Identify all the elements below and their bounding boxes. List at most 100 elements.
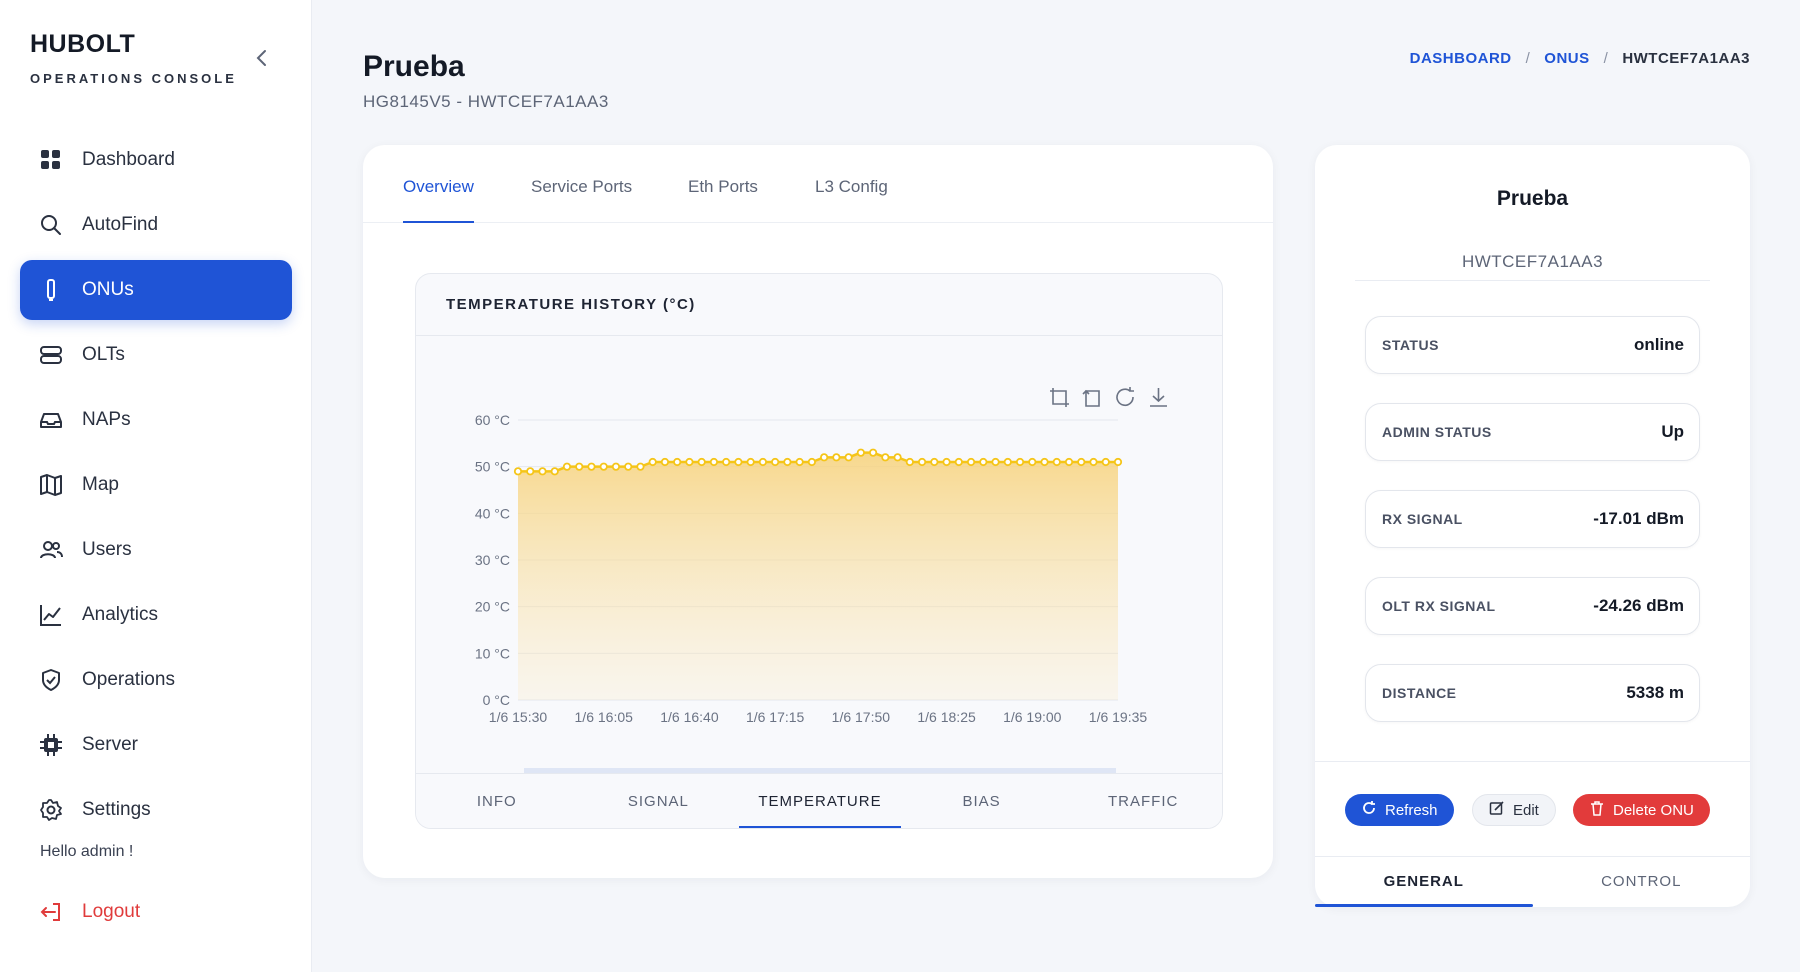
sidebar-item-operations[interactable]: Operations [20,650,292,710]
sidebar-item-map[interactable]: Map [20,455,292,515]
brand-subtitle: OPERATIONS CONSOLE [30,71,237,86]
sidebar: HUBOLT OPERATIONS CONSOLE Dashboard Auto… [0,0,312,972]
edit-button[interactable]: Edit [1472,794,1556,826]
server-stack-icon [38,342,64,368]
chevron-left-icon [256,50,266,66]
data-point [538,467,547,476]
sidebar-nav: Dashboard AutoFind ONUs OLTs NAPs Map Us… [20,130,292,845]
data-point [587,462,596,471]
data-point [966,457,976,467]
temperature-area [518,452,1118,700]
tab-bar: Overview Service Ports Eth Ports L3 Conf… [363,145,1273,223]
restore-icon[interactable] [1114,386,1137,409]
data-point [795,457,804,467]
y-tick-label: 0 °C [483,692,510,708]
data-point [942,457,951,467]
refresh-button[interactable]: Refresh [1345,794,1454,826]
data-point [954,457,963,467]
chart-title: TEMPERATURE HISTORY (°C) [416,274,1222,336]
breadcrumb: DASHBOARD / ONUS / HWTCEF7A1AA3 [1410,50,1750,67]
breadcrumb-dashboard[interactable]: DASHBOARD [1409,50,1512,67]
tab-general[interactable]: GENERAL [1315,857,1533,907]
data-point [697,457,706,467]
data-point [881,453,890,462]
zoom-select-icon[interactable] [1048,386,1071,409]
data-point [746,457,755,467]
sidebar-item-users[interactable]: Users [20,520,292,580]
zoom-reset-icon[interactable] [1081,386,1104,409]
stat-label: STATUS [1382,337,1439,353]
logout-button[interactable]: Logout [20,882,292,942]
device-tabs: GENERAL CONTROL [1315,856,1750,907]
data-point [844,453,853,462]
x-tick-label: 1/6 19:00 [1003,709,1062,725]
sidebar-item-onus[interactable]: ONUs [20,260,292,320]
sidebar-item-settings[interactable]: Settings [20,780,292,840]
collapse-sidebar-button[interactable] [252,46,272,70]
data-point [991,457,1000,467]
sub-tab-traffic[interactable]: TRAFFIC [1108,793,1179,810]
cpu-icon [38,732,64,758]
data-point [758,457,767,467]
sidebar-item-analytics[interactable]: Analytics [20,585,292,645]
stat-value: -17.01 dBm [1593,509,1684,528]
x-tick-label: 1/6 16:40 [660,709,719,725]
stat-label: DISTANCE [1382,685,1457,701]
data-point [856,448,865,457]
data-point [599,462,608,471]
stat-label: RX SIGNAL [1382,511,1463,527]
x-tick-label: 1/6 16:05 [575,709,634,725]
sidebar-item-autofind[interactable]: AutoFind [20,195,292,255]
gear-icon [38,797,64,823]
device-actions: Refresh Edit Delete ONU [1315,761,1750,856]
data-point [1077,457,1086,467]
brand-name: HUBOLT [30,30,136,58]
tab-service-ports[interactable]: Service Ports [531,177,633,196]
sub-tab-info[interactable]: INFO [476,793,517,810]
y-tick-label: 40 °C [475,505,510,521]
sidebar-item-label: ONUs [82,279,134,300]
sidebar-item-label: Analytics [82,604,159,625]
sidebar-item-label: Users [82,539,132,560]
data-point [709,457,719,467]
refresh-icon [1361,800,1377,820]
data-point [636,462,645,471]
sub-tab-temperature[interactable]: TEMPERATURE [739,774,901,828]
tab-control[interactable]: CONTROL [1601,873,1682,890]
sidebar-item-server[interactable]: Server [20,715,292,775]
data-point [1101,457,1110,467]
data-point [917,457,927,467]
data-point [905,457,914,467]
sidebar-item-label: Map [82,474,119,495]
sidebar-item-naps[interactable]: NAPs [20,390,292,450]
data-point [575,462,584,471]
users-icon [38,537,64,563]
chart-line-icon [38,602,64,628]
download-icon[interactable] [1147,386,1170,409]
map-icon [38,472,64,498]
tab-eth-ports[interactable]: Eth Ports [688,177,758,196]
x-tick-label: 1/6 17:15 [746,709,805,725]
stat-rx-signal: RX SIGNAL -17.01 dBm [1365,490,1700,548]
y-tick-label: 50 °C [475,459,510,475]
stat-value: online [1633,335,1684,354]
data-point [562,462,572,471]
stat-value: 5338 m [1626,683,1684,702]
sidebar-item-olts[interactable]: OLTs [20,325,292,385]
tab-l3-config[interactable]: L3 Config [815,177,888,196]
tab-overview[interactable]: Overview [403,177,474,223]
sidebar-item-dashboard[interactable]: Dashboard [20,130,292,190]
data-point [734,457,743,467]
x-tick-label: 1/6 17:50 [832,709,891,725]
data-point [685,457,694,467]
sub-tab-bias[interactable]: BIAS [962,793,1001,810]
sidebar-item-label: OLTs [82,344,125,365]
data-zoom-slider[interactable] [524,768,1116,776]
delete-onu-button[interactable]: Delete ONU [1573,794,1710,826]
trash-icon [1589,800,1605,820]
breadcrumb-onus[interactable]: ONUS [1544,50,1590,67]
data-point [660,457,670,467]
data-point [550,467,559,476]
sub-tab-signal[interactable]: SIGNAL [627,793,689,810]
data-point [1064,457,1074,467]
